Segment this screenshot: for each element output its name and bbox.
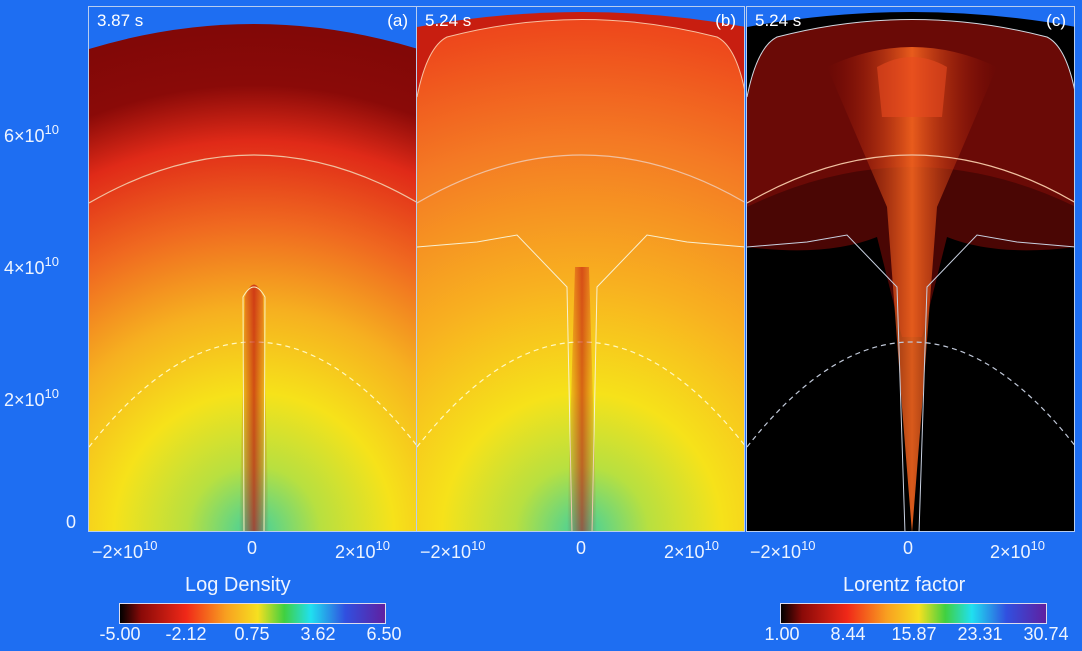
x-tick: −2×1010 <box>420 538 486 562</box>
panel-time: 5.24 s <box>425 11 472 30</box>
panel-time: 3.87 s <box>97 11 144 30</box>
panel-c: 5.24 s (c) <box>746 6 1075 532</box>
panel-label: (b) <box>715 11 736 30</box>
colorbar-title: Lorentz factor <box>843 574 966 596</box>
x-tick: 2×1010 <box>990 538 1046 562</box>
colorbar-label: 8.44 <box>830 624 866 644</box>
panel-label: (c) <box>1046 11 1066 30</box>
lorentz-map-c <box>747 7 1074 531</box>
y-tick: 0 <box>66 512 77 532</box>
log-density-colorbar <box>119 603 386 624</box>
colorbar-title: Log Density <box>185 574 291 596</box>
colorbar-label: 3.62 <box>300 624 336 644</box>
y-tick: 4×1010 <box>4 254 60 278</box>
panel-b: 5.24 s (b) <box>416 6 745 532</box>
density-map-a <box>89 7 416 531</box>
x-tick: 0 <box>903 538 914 558</box>
x-tick: 2×1010 <box>335 538 391 562</box>
lorentz-factor-colorbar <box>780 603 1047 624</box>
panel-time: 5.24 s <box>755 11 802 30</box>
colorbar-label: -5.00 <box>99 624 141 644</box>
colorbar-label: 23.31 <box>957 624 1003 644</box>
x-tick: 0 <box>576 538 587 558</box>
colorbar-label: 1.00 <box>764 624 800 644</box>
colorbar-label: 6.50 <box>366 624 402 644</box>
y-tick: 6×1010 <box>4 122 60 146</box>
colorbar-label: 0.75 <box>234 624 270 644</box>
colorbar-label: 15.87 <box>891 624 937 644</box>
x-tick: −2×1010 <box>750 538 816 562</box>
colorbar-label: -2.12 <box>165 624 207 644</box>
panel-label: (a) <box>387 11 408 30</box>
x-tick: −2×1010 <box>92 538 158 562</box>
y-tick: 2×1010 <box>4 386 60 410</box>
panel-a: 3.87 s (a) <box>88 6 417 532</box>
x-tick: 2×1010 <box>664 538 720 562</box>
x-tick: 0 <box>247 538 258 558</box>
density-map-b <box>417 7 744 531</box>
colorbar-label: 30.74 <box>1023 624 1069 644</box>
